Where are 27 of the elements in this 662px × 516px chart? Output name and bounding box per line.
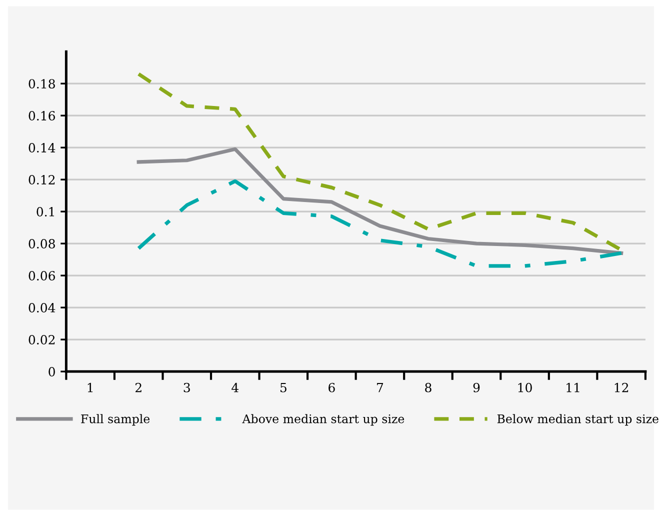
legend-label: Below median start up size <box>497 414 658 426</box>
x-tick-label: 9 <box>473 382 480 392</box>
y-tick-label: 0.18 <box>28 79 55 89</box>
y-tick-label: 0.08 <box>28 239 55 248</box>
x-tick-label: 3 <box>184 382 190 392</box>
x-tick-label: 7 <box>377 383 384 392</box>
legend-label: Above median start up size <box>242 414 404 426</box>
x-tick-label: 12 <box>614 382 628 392</box>
x-tick-label: 1 <box>88 382 93 392</box>
line-series <box>136 147 624 255</box>
x-tick-label: 8 <box>425 382 432 392</box>
x-tick-label: 4 <box>232 382 238 392</box>
x-tick-label: 2 <box>135 382 142 392</box>
x-tick-label: 6 <box>328 382 335 392</box>
x-tick-label: 5 <box>280 383 286 392</box>
y-tick-label: 0.16 <box>28 111 55 121</box>
line-series <box>136 179 624 268</box>
y-tick-label: 0.04 <box>28 303 56 312</box>
y-tick-label: 0.02 <box>28 335 55 344</box>
y-tick-label: 0.14 <box>28 143 56 153</box>
y-tick-label: 0.12 <box>28 175 55 184</box>
x-tick-label: 11 <box>566 382 580 392</box>
y-tick-label: 0.1 <box>36 207 54 216</box>
legend-label: Full sample <box>81 414 150 426</box>
y-tick-label: 0 <box>48 366 55 376</box>
y-tick-label: 0.06 <box>28 271 55 280</box>
x-tick-label: 10 <box>518 382 532 392</box>
